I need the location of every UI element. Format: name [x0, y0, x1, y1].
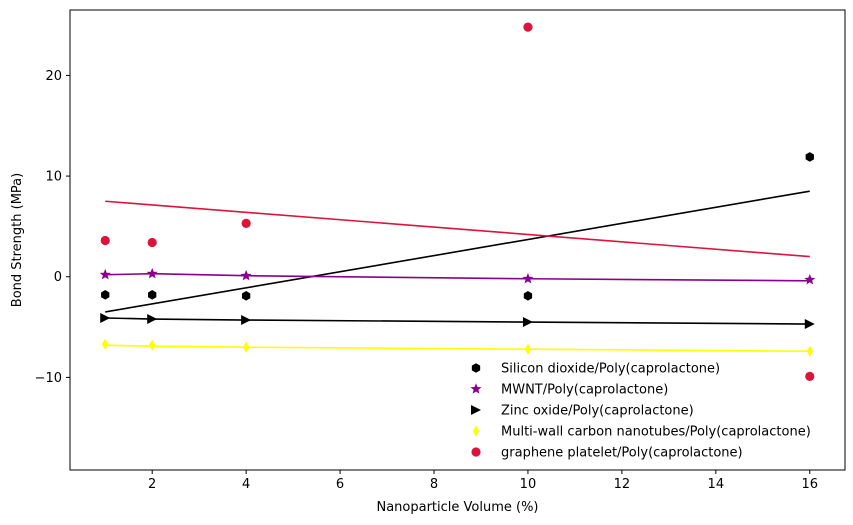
plot-frame: [69, 9, 846, 471]
data-point: [242, 341, 250, 353]
fit-line-series-1: [105, 190, 810, 313]
data-point: [100, 313, 111, 324]
legend-marker-series-2: [470, 383, 482, 394]
x-axis-title: Nanoparticle Volume (%): [376, 500, 538, 515]
legend-label: MWNT/Poly(caprolactone): [501, 383, 668, 398]
legend-marker-series-3: [471, 405, 481, 415]
data-point: [806, 345, 814, 357]
legend-label: Silicon dioxide/Poly(caprolactone): [501, 362, 720, 377]
series-5-points: [100, 22, 815, 381]
legend-marker-series-5: [471, 447, 481, 457]
data-point: [805, 152, 814, 162]
series-4-points: [101, 338, 814, 357]
data-point: [804, 273, 816, 285]
y-axis-title: Bond Strength (MPa): [10, 173, 25, 307]
data-point: [101, 338, 109, 350]
data-point: [240, 269, 252, 281]
x-tick-label: 8: [430, 477, 438, 492]
data-point: [241, 315, 252, 326]
y-tick-label: 10: [45, 170, 62, 185]
legend-label: graphene platelet/Poly(caprolactone): [501, 446, 743, 461]
data-point: [146, 267, 158, 279]
legend-label: Zinc oxide/Poly(caprolactone): [501, 404, 694, 419]
x-tick-label: 14: [708, 477, 725, 492]
data-point: [522, 272, 534, 284]
legend-marker-series-1: [471, 363, 481, 373]
x-tick-label: 12: [614, 477, 631, 492]
legend-marker-series-4: [472, 425, 480, 437]
data-point: [148, 290, 157, 300]
series-2-points: [99, 267, 816, 285]
x-tick-label: 6: [336, 477, 344, 492]
legend: Silicon dioxide/Poly(caprolactone) MWNT/P…: [470, 362, 811, 461]
data-point: [148, 339, 156, 351]
axes-layer: 2 4 6 8 10 12 14 16 −10 0 10 20: [35, 69, 818, 492]
data-point: [805, 371, 815, 381]
data-point: [523, 291, 533, 301]
series-3-points: [100, 313, 815, 330]
y-tick-label: 0: [54, 270, 62, 285]
fit-line-series-4: [105, 344, 810, 353]
data-point: [523, 22, 533, 32]
data-point: [147, 237, 157, 248]
x-tick-label: 2: [148, 477, 156, 492]
legend-label: Multi-wall carbon nanotubes/Poly(caprola…: [501, 425, 811, 440]
data-point: [522, 317, 533, 328]
data-point: [99, 268, 111, 280]
data-point: [241, 291, 251, 301]
fit-line-series-3: [105, 317, 810, 325]
fit-lines-layer: [105, 190, 810, 353]
x-tick-label: 16: [801, 477, 818, 492]
fit-line-series-5: [105, 200, 810, 258]
data-point: [524, 343, 532, 355]
data-point: [100, 235, 110, 246]
x-tick-label: 10: [520, 477, 537, 492]
data-point: [804, 319, 815, 330]
series-1-points: [101, 152, 814, 301]
data-point: [241, 218, 251, 228]
x-tick-label: 4: [242, 477, 250, 492]
y-tick-label: 20: [45, 69, 62, 84]
y-tick-label: −10: [35, 371, 62, 386]
fit-line-series-2: [105, 272, 810, 282]
data-point: [147, 314, 158, 325]
data-point: [101, 290, 110, 300]
markers-layer: [99, 22, 816, 381]
